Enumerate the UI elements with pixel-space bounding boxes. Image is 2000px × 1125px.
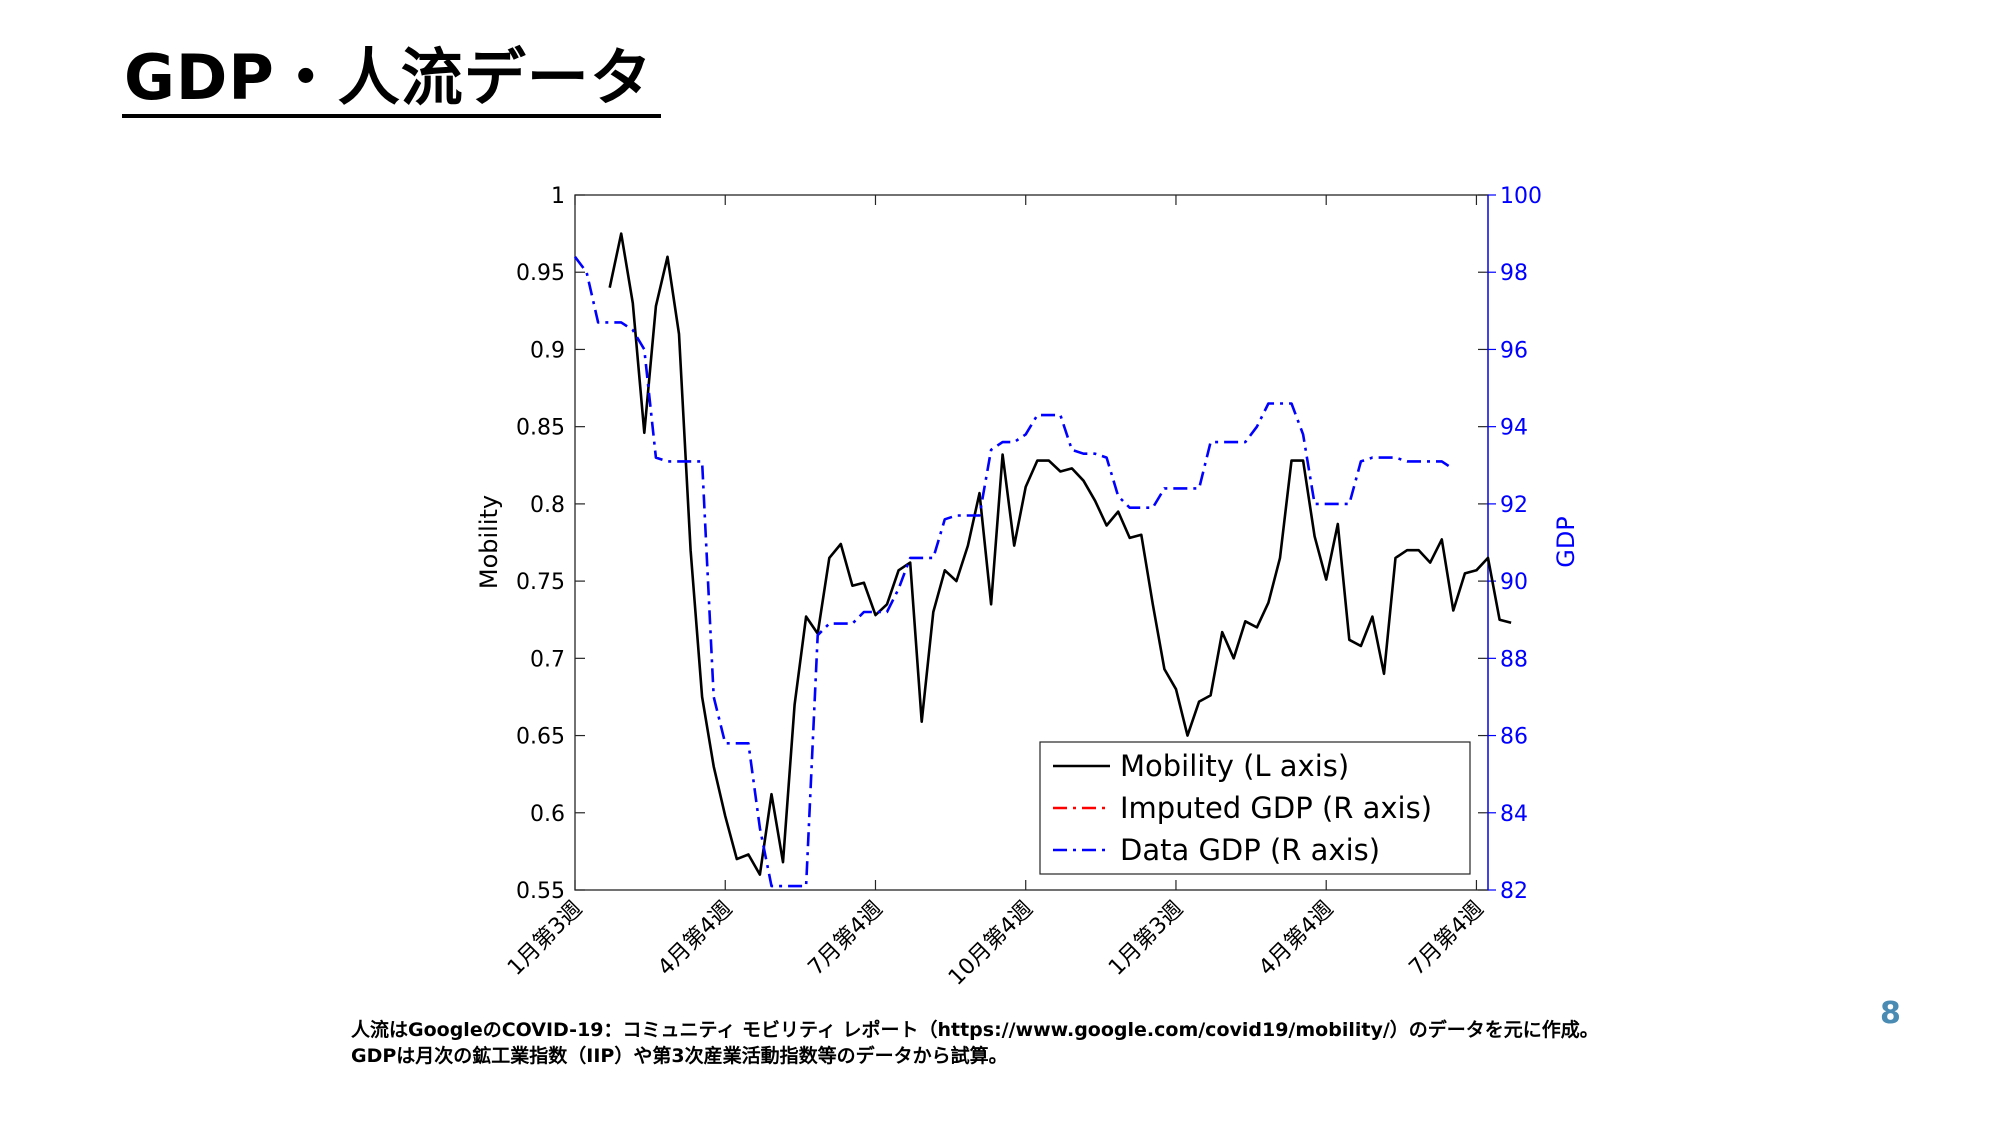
mobility-line (608, 232, 1512, 876)
right-tick-label: 84 (1500, 802, 1528, 827)
footnote-line-2: GDPは月次の鉱工業指数（IIP）や第3次産業活動指数等のデータから試算。 (351, 1045, 1008, 1067)
x-tick-label: 1月第3週 (503, 897, 587, 981)
x-tick-label: 10月第4週 (944, 897, 1038, 991)
slide-title: GDP・人流データ (124, 41, 653, 114)
right-tick-label: 92 (1500, 493, 1528, 518)
right-tick-label: 96 (1500, 338, 1528, 363)
legend-box (1039, 741, 1471, 875)
left-tick-label: 1 (551, 184, 565, 209)
left-tick-label: 0.9 (530, 338, 565, 363)
x-tick-label: 4月第4週 (1254, 897, 1338, 981)
footnote-line-1: 人流はGoogleのCOVID-19：コミュニティ モビリティ レポート（htt… (351, 1019, 1599, 1041)
page-number: 8 (1880, 996, 1901, 1031)
left-tick-label: 0.75 (516, 570, 565, 595)
y-axis-label-right: GDP (1552, 516, 1580, 568)
footnote: 人流はGoogleのCOVID-19：コミュニティ モビリティ レポート（htt… (351, 1017, 1599, 1069)
left-tick-label: 0.7 (530, 647, 565, 672)
legend: Mobility (L axis) Imputed GDP (R axis) Dat… (1039, 741, 1471, 875)
legend-label: Imputed GDP (R axis) (1120, 791, 1432, 825)
gdp-line (573, 256, 1455, 888)
right-tick-label: 94 (1500, 416, 1528, 441)
y-axis-label-left: Mobility (475, 495, 503, 589)
x-tick-label: 4月第4週 (653, 897, 737, 981)
right-tick-label: 86 (1500, 725, 1528, 750)
right-tick-label: 100 (1500, 184, 1542, 209)
title-underline (122, 114, 661, 118)
right-axis: 82 84 86 88 90 92 94 96 98 100 (1487, 184, 1542, 904)
series-layer (573, 232, 1512, 888)
legend-label: Data GDP (R axis) (1120, 833, 1380, 867)
legend-label: Mobility (L axis) (1120, 749, 1349, 783)
left-axis: 0.55 0.6 0.65 0.7 0.75 0.8 0.85 0.9 0.95 1 (516, 184, 1488, 904)
x-tick-label: 1月第3週 (1104, 897, 1188, 981)
right-tick-label: 90 (1500, 570, 1528, 595)
left-tick-label: 0.6 (530, 802, 565, 827)
left-tick-label: 0.8 (530, 493, 565, 518)
right-tick-label: 82 (1500, 879, 1528, 904)
x-tick-label: 7月第4週 (1405, 897, 1489, 981)
x-tick-label: 7月第4週 (804, 897, 888, 981)
right-tick-label: 88 (1500, 647, 1528, 672)
left-tick-label: 0.95 (516, 261, 565, 286)
left-tick-label: 0.85 (516, 416, 565, 441)
left-tick-label: 0.65 (516, 725, 565, 750)
left-tick-label: 0.55 (516, 879, 565, 904)
right-tick-label: 98 (1500, 261, 1528, 286)
